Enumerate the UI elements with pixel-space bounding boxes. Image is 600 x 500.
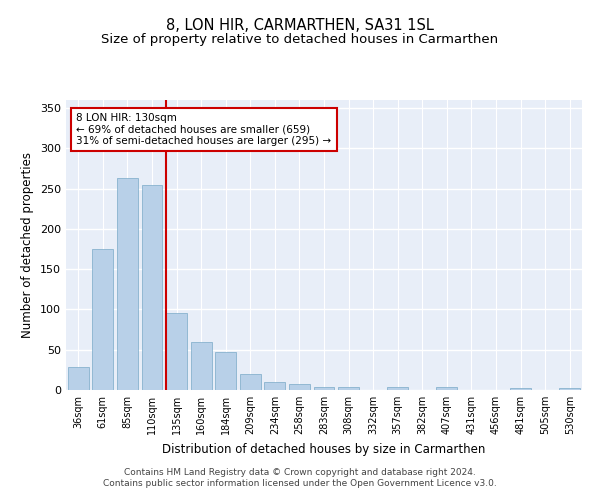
Y-axis label: Number of detached properties: Number of detached properties: [22, 152, 34, 338]
Text: Contains HM Land Registry data © Crown copyright and database right 2024.
Contai: Contains HM Land Registry data © Crown c…: [103, 468, 497, 487]
Bar: [142, 184, 163, 390]
Bar: [314, 387, 334, 390]
Bar: [510, 388, 531, 390]
Bar: [265, 382, 286, 390]
Text: 8 LON HIR: 130sqm
← 69% of detached houses are smaller (659)
31% of semi-detache: 8 LON HIR: 130sqm ← 69% of detached hous…: [76, 113, 331, 146]
Bar: [117, 178, 138, 390]
X-axis label: Distribution of detached houses by size in Carmarthen: Distribution of detached houses by size …: [163, 442, 485, 456]
Bar: [92, 249, 113, 390]
Bar: [191, 342, 212, 390]
Text: 8, LON HIR, CARMARTHEN, SA31 1SL: 8, LON HIR, CARMARTHEN, SA31 1SL: [166, 18, 434, 32]
Bar: [436, 387, 457, 390]
Bar: [166, 314, 187, 390]
Bar: [240, 374, 261, 390]
Bar: [215, 352, 236, 390]
Text: Size of property relative to detached houses in Carmarthen: Size of property relative to detached ho…: [101, 32, 499, 46]
Bar: [338, 387, 359, 390]
Bar: [289, 384, 310, 390]
Bar: [387, 387, 408, 390]
Bar: [559, 388, 580, 390]
Bar: [68, 368, 89, 390]
